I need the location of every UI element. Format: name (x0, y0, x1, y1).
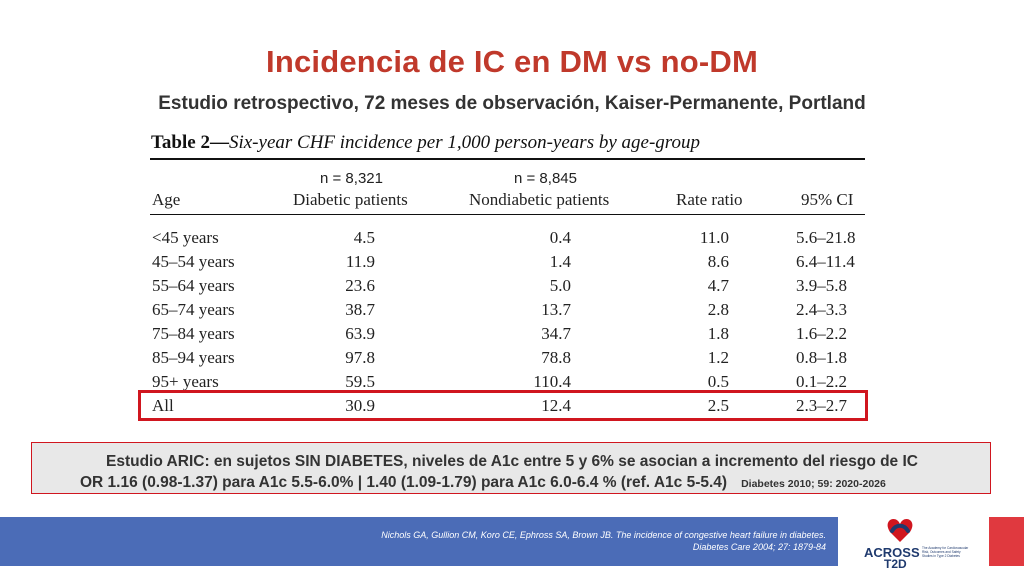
cell-rate-ratio: 8.6 (707, 252, 729, 271)
cell-rate-ratio: 1.8 (707, 324, 729, 343)
logo-swoosh-icon (890, 523, 910, 533)
cell-nondiabetic: 0.4 (549, 228, 571, 247)
across-t2d-logo-graphic: ACROSS T2D The Academy for Cardiovascula… (864, 518, 969, 571)
aric-reference: Diabetes 2010; 59: 2020-2026 (741, 478, 886, 490)
table-caption-label: Table 2— (151, 132, 229, 153)
column-header-nondiabetic: Nondiabetic patients (469, 190, 610, 209)
cell-rate-ratio: 2.8 (707, 300, 729, 319)
cell-age: 65–74 years (152, 300, 235, 319)
cell-diabetic: 23.6 (345, 276, 375, 295)
cell-nondiabetic: 5.0 (549, 276, 571, 295)
column-header-rate-ratio: Rate ratio (676, 190, 743, 209)
cell-diabetic: 30.9 (345, 396, 375, 415)
cell-ci: 0.1–2.2 (796, 372, 847, 391)
cell-diabetic: 59.5 (345, 372, 375, 391)
cell-rate-ratio: 4.7 (707, 276, 729, 295)
logo-text-bottom: T2D (884, 557, 907, 568)
across-t2d-logo: ACROSS T2D The Academy for Cardiovascula… (860, 512, 972, 571)
cell-ci: 2.3–2.7 (796, 396, 847, 415)
footer-band: Nichols GA, Gullion CM, Koro CE, Ephross… (0, 517, 838, 566)
cell-ci: 0.8–1.8 (796, 348, 847, 367)
cell-age: All (152, 396, 174, 415)
footer-citation-authors: Nichols GA, Gullion CM, Koro CE, Ephross… (381, 530, 826, 540)
logo-heart-icon (887, 518, 913, 542)
cell-rate-ratio: 0.5 (707, 372, 729, 391)
logo-tagline: The Academy for Cardiovascular Risk, Out… (922, 546, 969, 558)
aric-odds-ratio-text: OR 1.16 (0.98-1.37) para A1c 5.5-6.0% | … (80, 474, 886, 492)
column-header-ci: 95% CI (801, 190, 854, 209)
cell-ci: 3.9–5.8 (796, 276, 847, 295)
cell-age: 85–94 years (152, 348, 235, 367)
cell-nondiabetic: 13.7 (541, 300, 571, 319)
cell-diabetic: 63.9 (345, 324, 375, 343)
cell-ci: 2.4–3.3 (796, 300, 847, 319)
table-caption-text: Six-year CHF incidence per 1,000 person-… (228, 132, 700, 153)
cell-age: 95+ years (152, 372, 219, 391)
corner-accent-block (989, 517, 1024, 566)
cell-ci: 5.6–21.8 (796, 228, 856, 247)
cell-nondiabetic: 1.4 (549, 252, 571, 271)
column-header-age: Age (152, 190, 181, 209)
cell-age: 75–84 years (152, 324, 235, 343)
cell-rate-ratio: 2.5 (707, 396, 729, 415)
slide-subtitle: Estudio retrospectivo, 72 meses de obser… (158, 93, 866, 114)
logo-text-top: ACROSS (864, 545, 920, 560)
total-row-highlight-box (138, 390, 868, 421)
cell-ci: 1.6–2.2 (796, 324, 847, 343)
footer-citation-journal: Diabetes Care 2004; 27: 1879-84 (692, 542, 826, 552)
cell-nondiabetic: 34.7 (541, 324, 571, 343)
cell-rate-ratio: 1.2 (707, 348, 729, 367)
slide-title: Incidencia de IC en DM vs no-DM (266, 44, 758, 79)
cell-age: <45 years (152, 228, 219, 247)
aric-odds-ratio-values: OR 1.16 (0.98-1.37) para A1c 5.5-6.0% | … (80, 474, 728, 491)
cell-nondiabetic: 110.4 (533, 372, 571, 391)
cell-rate-ratio: 11.0 (699, 228, 729, 247)
table-caption: Table 2—Six-year CHF incidence per 1,000… (151, 132, 700, 154)
footer-citation: Nichols GA, Gullion CM, Koro CE, Ephross… (381, 529, 826, 553)
n-diabetic-label: n = 8,321 (320, 170, 383, 187)
cell-age: 55–64 years (152, 276, 235, 295)
table-header-rule (150, 214, 865, 215)
cell-nondiabetic: 78.8 (541, 348, 571, 367)
aric-finding-text: Estudio ARIC: en sujetos SIN DIABETES, n… (106, 453, 918, 470)
cell-diabetic: 97.8 (345, 348, 375, 367)
cell-diabetic: 38.7 (345, 300, 375, 319)
cell-nondiabetic: 12.4 (541, 396, 571, 415)
column-header-diabetic: Diabetic patients (293, 190, 408, 209)
cell-ci: 6.4–11.4 (796, 252, 855, 271)
n-nondiabetic-label: n = 8,845 (514, 170, 577, 187)
cell-diabetic: 4.5 (353, 228, 375, 247)
cell-diabetic: 11.9 (345, 252, 375, 271)
table-top-rule (150, 158, 865, 160)
aric-callout-box: Estudio ARIC: en sujetos SIN DIABETES, n… (31, 442, 991, 494)
cell-age: 45–54 years (152, 252, 235, 271)
